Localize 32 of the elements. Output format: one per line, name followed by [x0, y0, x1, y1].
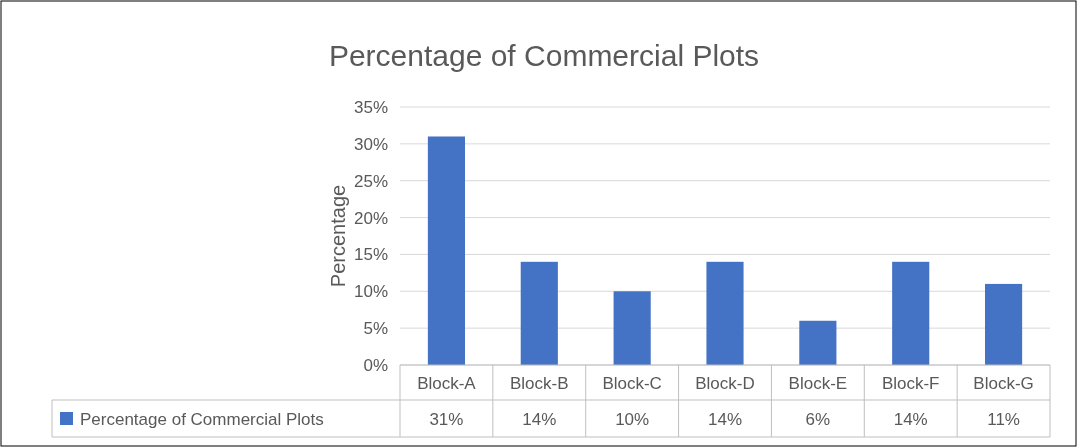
data-label: 14% — [893, 410, 928, 429]
bar — [427, 136, 465, 365]
data-label: 10% — [615, 410, 650, 429]
x-tick-label: Block-E — [788, 374, 848, 393]
y-tick-label: 35% — [353, 98, 388, 117]
bar — [985, 283, 1023, 365]
y-tick-label: 5% — [363, 319, 388, 339]
x-tick-label: Block-G — [973, 374, 1034, 393]
bar — [892, 261, 930, 365]
y-tick-label: 20% — [353, 208, 388, 228]
chart-title: Percentage of Commercial Plots — [328, 39, 760, 72]
data-label: 14% — [522, 410, 557, 429]
legend-label: Percentage of Commercial Plots — [80, 410, 324, 429]
x-tick-label: Block-D — [695, 374, 755, 393]
x-tick-label: Block-F — [881, 374, 940, 393]
data-label: 6% — [805, 410, 831, 429]
y-tick-label: 25% — [353, 171, 388, 191]
y-tick-label: 30% — [353, 134, 388, 154]
x-tick-label: Block-A — [417, 374, 477, 393]
bar — [706, 261, 744, 365]
bar — [520, 261, 558, 365]
data-label: 31% — [429, 410, 464, 429]
bar — [613, 291, 651, 365]
x-tick-label: Block-C — [602, 374, 662, 393]
y-tick-label: 0% — [363, 356, 388, 375]
y-tick-label: 15% — [353, 245, 388, 265]
data-label: 14% — [707, 410, 743, 429]
data-label: 11% — [987, 410, 1020, 429]
bar — [799, 320, 837, 365]
y-axis-title: Percentage — [327, 184, 349, 288]
y-tick-label: 10% — [353, 282, 388, 302]
x-tick-label: Block-B — [510, 374, 569, 393]
